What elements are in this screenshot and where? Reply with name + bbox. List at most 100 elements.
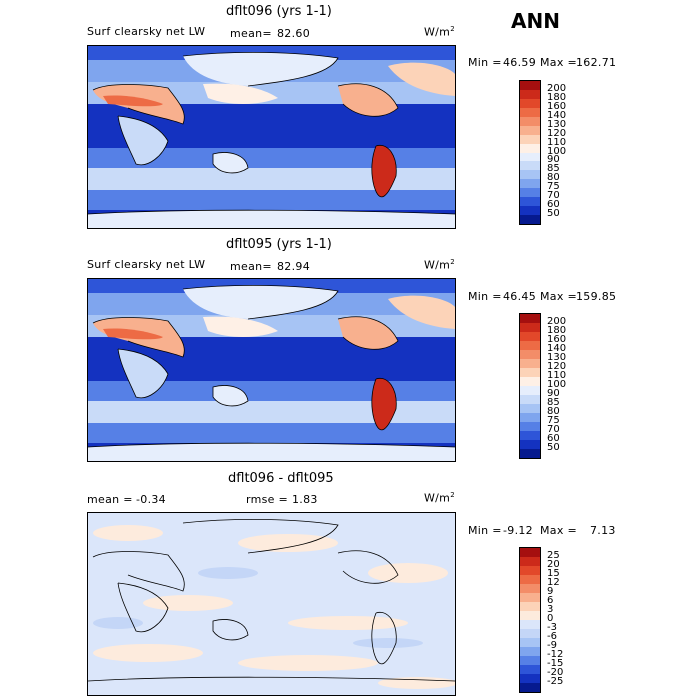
panel1-min-label: Min = — [468, 56, 502, 69]
colorbar-level-label: 160 — [547, 334, 567, 345]
panel1-map — [87, 45, 456, 229]
colorbar-level-label: 85 — [547, 163, 560, 175]
colorbar-swatch — [520, 134, 540, 144]
colorbar-level-label: 75 — [547, 415, 560, 426]
colorbar-level-label: 120 — [547, 127, 567, 139]
colorbar-level-label: 70 — [547, 190, 560, 202]
panel1-variable-label: Surf clearsky net LW — [87, 25, 206, 38]
panel3-rmse-value: 1.83 — [292, 493, 318, 506]
colorbar-swatch — [520, 656, 540, 665]
colorbar-level-label: 140 — [547, 343, 567, 354]
colorbar-swatch — [520, 431, 540, 440]
colorbar-level-label: 120 — [547, 361, 567, 372]
colorbar-level-label: 110 — [547, 370, 567, 381]
colorbar-swatch — [520, 395, 540, 404]
colorbar-swatch — [520, 413, 540, 422]
colorbar-swatch — [520, 575, 540, 584]
colorbar-swatch — [520, 386, 540, 395]
colorbar-level-label: 200 — [547, 82, 567, 94]
colorbar-swatch — [520, 557, 540, 566]
season-label: ANN — [511, 9, 560, 33]
colorbar-level-label: 180 — [547, 325, 567, 336]
colorbar-swatch — [520, 638, 540, 647]
panel2-min-label: Min = — [468, 290, 502, 303]
colorbar-swatch — [520, 314, 540, 323]
colorbar-level-label: 75 — [547, 181, 560, 193]
colorbar-level-label: 0 — [547, 613, 554, 624]
panel3-min-value: -9.12 — [503, 524, 533, 537]
colorbar-level-label: -12 — [547, 649, 564, 660]
colorbar-level-label: 60 — [547, 199, 560, 211]
colorbar-level-label: 60 — [547, 433, 560, 444]
panel3-title: dflt096 - dflt095 — [228, 471, 334, 486]
panel2-max-label: Max = — [540, 290, 577, 303]
colorbar-level-label: 180 — [547, 91, 567, 103]
panel3-colorbar — [519, 547, 541, 693]
colorbar-level-label: 130 — [547, 118, 567, 130]
colorbar-level-label: 25 — [547, 550, 560, 561]
colorbar-swatch — [520, 440, 540, 449]
colorbar-swatch — [520, 350, 540, 359]
panel2-unit: W/m2 — [424, 258, 455, 272]
panel3-mean-label: mean = — [87, 493, 133, 506]
colorbar-swatch — [520, 323, 540, 332]
colorbar-level-label: 9 — [547, 586, 554, 597]
colorbar-level-label: 70 — [547, 424, 560, 435]
colorbar-swatch — [520, 332, 540, 341]
colorbar-swatch — [520, 602, 540, 611]
panel3-unit: W/m2 — [424, 491, 455, 505]
panel2-mean-label: mean= — [230, 260, 272, 273]
colorbar-level-label: 50 — [547, 442, 560, 453]
colorbar-swatch — [520, 170, 540, 180]
panel3-map — [87, 512, 456, 696]
colorbar-swatch — [520, 629, 540, 638]
panel1-max-value: 162.71 — [576, 56, 617, 69]
colorbar-level-label: -3 — [547, 622, 557, 633]
colorbar-swatch — [520, 81, 540, 90]
colorbar-level-label: 100 — [547, 145, 567, 157]
colorbar-swatch — [520, 107, 540, 117]
panel2-map — [87, 278, 456, 462]
colorbar-swatch — [520, 179, 540, 189]
panel2-colorbar — [519, 313, 541, 459]
panel3-min-label: Min = — [468, 524, 502, 537]
colorbar-swatch — [520, 548, 540, 557]
colorbar-level-label: 20 — [547, 559, 560, 570]
colorbar-swatch — [520, 422, 540, 431]
colorbar-swatch — [520, 584, 540, 593]
colorbar-level-label: 90 — [547, 388, 560, 399]
colorbar-level-label: 85 — [547, 397, 560, 408]
panel3-max-label: Max = — [540, 524, 577, 537]
colorbar-swatch — [520, 665, 540, 674]
colorbar-level-label: -9 — [547, 640, 557, 651]
colorbar-level-label: -6 — [547, 631, 557, 642]
colorbar-swatch — [520, 647, 540, 656]
colorbar-level-label: -25 — [547, 676, 564, 687]
panel1-unit: W/m2 — [424, 25, 455, 39]
colorbar-swatch — [520, 404, 540, 413]
panel2-variable-label: Surf clearsky net LW — [87, 258, 206, 271]
colorbar-swatch — [520, 206, 540, 216]
colorbar-swatch — [520, 593, 540, 602]
colorbar-level-label: 130 — [547, 352, 567, 363]
colorbar-level-label: 80 — [547, 406, 560, 417]
panel1-mean-label: mean= — [230, 27, 272, 40]
colorbar-swatch — [520, 125, 540, 135]
colorbar-swatch — [520, 566, 540, 575]
colorbar-swatch — [520, 683, 540, 692]
colorbar-swatch — [520, 197, 540, 207]
colorbar-swatch — [520, 449, 540, 458]
colorbar-level-label: 90 — [547, 154, 560, 166]
panel1-max-label: Max = — [540, 56, 577, 69]
panel2-title: dflt095 (yrs 1-1) — [226, 237, 332, 252]
panel2-max-value: 159.85 — [576, 290, 617, 303]
panel1-min-value: 46.59 — [503, 56, 536, 69]
colorbar-level-label: 3 — [547, 604, 554, 615]
panel3-max-value: 7.13 — [590, 524, 616, 537]
colorbar-swatch — [520, 116, 540, 126]
panel1-colorbar — [519, 80, 541, 225]
colorbar-swatch — [520, 341, 540, 350]
colorbar-level-label: 140 — [547, 109, 567, 121]
colorbar-level-label: 100 — [547, 379, 567, 390]
colorbar-swatch — [520, 368, 540, 377]
